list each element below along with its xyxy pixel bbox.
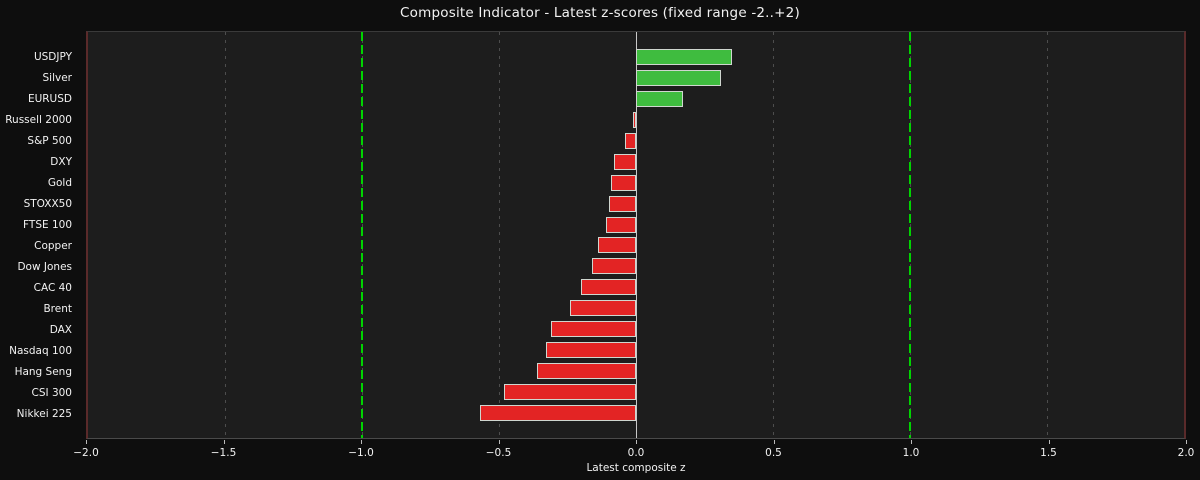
- bar-row: [88, 277, 1184, 298]
- x-tick-mark: [86, 440, 87, 444]
- bar-row: [88, 339, 1184, 360]
- x-tick-mark: [223, 440, 225, 444]
- gridline: [1047, 32, 1048, 438]
- x-tick-mark: [498, 440, 500, 444]
- bar-row: [88, 298, 1184, 319]
- x-tick-label: −2.0: [73, 447, 99, 459]
- bar: [614, 153, 636, 170]
- x-tick-label: 2.0: [1177, 447, 1195, 459]
- bar-row: [88, 110, 1184, 131]
- plot-area: [86, 31, 1186, 439]
- bar-row: [88, 256, 1184, 277]
- threshold-line: [909, 32, 911, 438]
- bar: [504, 383, 636, 400]
- y-tick-label: Russell 2000: [5, 113, 72, 126]
- y-tick-label: Nasdaq 100: [9, 344, 72, 357]
- y-tick-label: Hang Seng: [14, 365, 72, 378]
- x-tick-label: −1.5: [210, 447, 237, 459]
- threshold-line: [361, 32, 363, 438]
- bar-row: [88, 235, 1184, 256]
- y-tick-label: FTSE 100: [23, 218, 72, 231]
- bar: [636, 91, 683, 108]
- bar: [545, 341, 636, 358]
- bars-layer: [88, 32, 1184, 438]
- y-tick-label: Gold: [47, 176, 72, 189]
- bar-row: [88, 319, 1184, 340]
- y-tick-label: Silver: [42, 71, 73, 84]
- chart-title: Composite Indicator - Latest z-scores (f…: [400, 5, 800, 21]
- bar-row: [88, 89, 1184, 110]
- y-tick-label: EURUSD: [27, 92, 72, 105]
- y-tick-label: USDJPY: [33, 50, 72, 63]
- bar-row: [88, 151, 1184, 172]
- y-tick-label: Brent: [43, 302, 72, 315]
- y-tick-label: DXY: [50, 155, 72, 168]
- x-tick-label: −1.0: [348, 447, 374, 459]
- bar: [551, 321, 636, 338]
- y-tick-label: CSI 300: [31, 386, 72, 399]
- zero-line: [636, 32, 637, 438]
- bar-row: [88, 402, 1184, 423]
- x-tick-mark: [361, 440, 362, 444]
- y-tick-label: Dow Jones: [17, 260, 72, 273]
- bar: [537, 362, 636, 379]
- bar: [633, 112, 636, 129]
- x-tick-label: 1.5: [1040, 447, 1057, 459]
- y-tick-label: Nikkei 225: [16, 407, 72, 420]
- x-tick-mark: [1186, 440, 1187, 444]
- x-tick-label: 0.0: [627, 447, 645, 459]
- x-tick-label: 0.5: [765, 447, 782, 459]
- bar-row: [88, 193, 1184, 214]
- bar: [625, 133, 636, 149]
- gridline: [773, 32, 774, 438]
- y-tick-label: DAX: [49, 323, 72, 336]
- x-axis: −2.0 −1.5 −1.0 −0.5 0.0 0.5 1.0 1.5 2.0: [73, 439, 1194, 469]
- bar-row: [88, 68, 1184, 89]
- x-tick-mark: [636, 440, 637, 444]
- bar: [581, 279, 636, 296]
- x-tick-mark: [773, 440, 775, 444]
- bar: [479, 404, 636, 421]
- y-tick-label: CAC 40: [33, 281, 72, 294]
- x-tick-mark: [1048, 440, 1050, 444]
- y-tick-label: Copper: [34, 239, 72, 252]
- bar-row: [88, 360, 1184, 381]
- bar: [608, 195, 636, 212]
- gridline: [225, 32, 226, 438]
- bar-row: [88, 381, 1184, 402]
- x-tick-mark: [911, 440, 912, 444]
- bar-row: [88, 214, 1184, 235]
- gridline: [499, 32, 500, 438]
- bar: [636, 70, 721, 87]
- bar-row: [88, 172, 1184, 193]
- y-tick-label: S&P 500: [27, 134, 72, 147]
- x-tick-label: −0.5: [485, 447, 512, 459]
- bar-row: [88, 47, 1184, 68]
- x-tick-label: 1.0: [902, 447, 920, 459]
- bar: [605, 216, 636, 233]
- y-tick-label: STOXX50: [23, 197, 72, 210]
- x-axis-label: Latest composite z: [586, 462, 686, 474]
- y-axis-labels: USDJPY Silver EURUSD Russell 2000 S&P 500 DXY…: [0, 31, 80, 439]
- bar: [570, 300, 636, 317]
- bar: [611, 174, 636, 191]
- bar: [636, 49, 732, 66]
- bar-row: [88, 131, 1184, 152]
- bar: [592, 258, 636, 275]
- bar: [597, 237, 636, 254]
